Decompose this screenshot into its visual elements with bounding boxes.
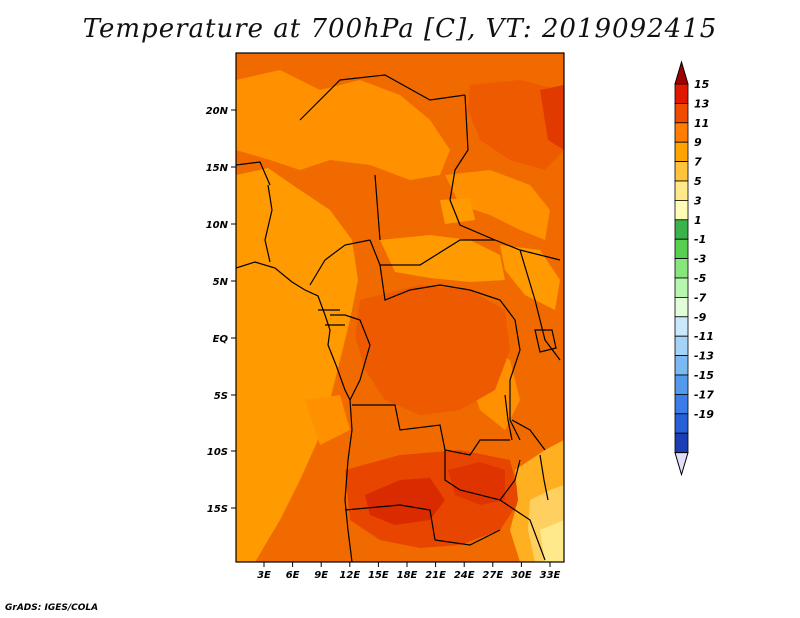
lon-label: 9E xyxy=(314,570,328,581)
lat-label: 20N xyxy=(206,106,229,117)
colorbar-segment xyxy=(674,238,689,259)
lat-label: 15S xyxy=(207,504,228,515)
colorbar-segment xyxy=(674,103,689,124)
border-nigeria-cameroon xyxy=(264,184,371,286)
colorbar-segment xyxy=(674,258,689,279)
border-east xyxy=(511,249,561,451)
border-drc-south xyxy=(352,404,510,456)
lake-tanganyika xyxy=(504,394,513,441)
colorbar: 15 13 11 9 7 5 3 1 -1 -3 -5 -7 -9 -11 -13 -15 -17 -19 xyxy=(674,60,714,477)
colorbar-label: 5 xyxy=(694,175,702,188)
colorbar-label: 11 xyxy=(694,117,709,130)
colorbar-segment xyxy=(674,432,689,454)
colorbar-segment xyxy=(674,335,689,357)
colorbar-label: -1 xyxy=(694,233,706,246)
coastline-west xyxy=(236,261,353,562)
colorbar-label: 15 xyxy=(694,78,710,91)
colorbar-label: -17 xyxy=(694,388,714,401)
border-chad xyxy=(299,74,466,241)
map-title: Temperature at 700hPa [C], VT: 201909241… xyxy=(82,14,718,44)
colorbar-segment xyxy=(674,219,689,240)
colorbar-label: -5 xyxy=(694,272,707,285)
lat-label: 15N xyxy=(206,163,229,174)
lon-label: 21E xyxy=(425,570,446,581)
lon-label: 27E xyxy=(482,570,503,581)
colorbar-segment xyxy=(674,122,689,143)
border-sudan xyxy=(449,94,561,261)
field-ne-band xyxy=(445,170,550,240)
lon-label: 6E xyxy=(286,570,300,581)
colorbar-label: 13 xyxy=(694,97,710,110)
colorbar-label: -3 xyxy=(694,253,707,266)
map-frame xyxy=(235,52,565,563)
lon-label: 33E xyxy=(540,570,561,581)
field-speckle-2 xyxy=(305,395,350,445)
border-car xyxy=(369,239,495,266)
colorbar-segment xyxy=(674,141,689,162)
colorbar-label: -7 xyxy=(694,291,707,304)
colorbar-min-arrow xyxy=(674,452,689,477)
colorbar-label: -19 xyxy=(694,408,714,421)
border-angola-south xyxy=(344,504,436,541)
field-west-lighter xyxy=(236,168,358,562)
colorbar-max-arrow xyxy=(674,60,689,85)
longitude-axis: 3E 6E 9E 12E 15E 18E 21E 24E 27E 30E 33E xyxy=(257,562,561,581)
colorbar-label: 9 xyxy=(694,136,702,149)
field-east-patch xyxy=(500,245,560,310)
lake-malawi xyxy=(539,454,549,501)
lon-label: 12E xyxy=(339,570,360,581)
colorbar-segment xyxy=(674,277,689,298)
colorbar-label: 3 xyxy=(694,194,702,207)
field-se-palest xyxy=(540,520,564,562)
latitude-axis: 20N 15N 10N 5N EQ 5S 10S 15S xyxy=(206,106,236,515)
colorbar-segment xyxy=(674,296,689,318)
field-south-central-hot xyxy=(448,462,505,505)
lat-label: 10S xyxy=(207,447,228,458)
field-ne-hot xyxy=(540,85,564,150)
colorbar-segment xyxy=(674,316,689,337)
temperature-field xyxy=(236,53,564,562)
field-speckle-1 xyxy=(290,236,330,268)
field-speckle-3 xyxy=(440,198,475,224)
lon-label: 18E xyxy=(397,570,418,581)
grads-credit: GrADS: IGES/COLA xyxy=(5,603,99,613)
lon-label: 30E xyxy=(511,570,532,581)
colorbar-label: -9 xyxy=(694,311,707,324)
colorbar-segment xyxy=(674,199,689,221)
border-congo xyxy=(330,314,371,401)
lon-label: 3E xyxy=(257,570,271,581)
border-west-north xyxy=(236,161,271,186)
lon-label: 15E xyxy=(368,570,389,581)
colorbar-label: 7 xyxy=(694,156,702,169)
lat-label: 5N xyxy=(213,277,229,288)
border-south-east xyxy=(434,499,546,561)
border-zambia xyxy=(444,450,521,501)
colorbar-label: -11 xyxy=(694,330,714,343)
field-northeast-warm xyxy=(468,80,564,170)
colorbar-label: -15 xyxy=(694,369,714,382)
colorbar-label: 1 xyxy=(694,214,702,227)
field-central-band xyxy=(380,235,505,282)
colorbar-segment xyxy=(674,180,689,201)
border-drc-east xyxy=(509,319,521,441)
lake-victoria xyxy=(534,329,557,353)
lat-label: 5S xyxy=(214,391,228,402)
colorbar-segment xyxy=(674,161,689,182)
field-southern-hot xyxy=(365,478,445,525)
country-borders xyxy=(236,74,561,562)
colorbar-segment xyxy=(674,374,689,395)
colorbar-segment xyxy=(674,83,689,104)
lon-label: 24E xyxy=(454,570,475,581)
lat-label: 10N xyxy=(206,220,229,231)
lat-label: EQ xyxy=(213,334,229,345)
colorbar-label: -13 xyxy=(694,350,714,363)
field-congo-interior xyxy=(355,285,510,415)
border-eq-guinea xyxy=(318,309,345,326)
field-north-lighter xyxy=(236,70,450,180)
colorbar-segment xyxy=(674,355,689,376)
border-drc-north xyxy=(379,264,516,321)
colorbar-segment xyxy=(674,393,689,415)
colorbar-segment xyxy=(674,413,689,434)
